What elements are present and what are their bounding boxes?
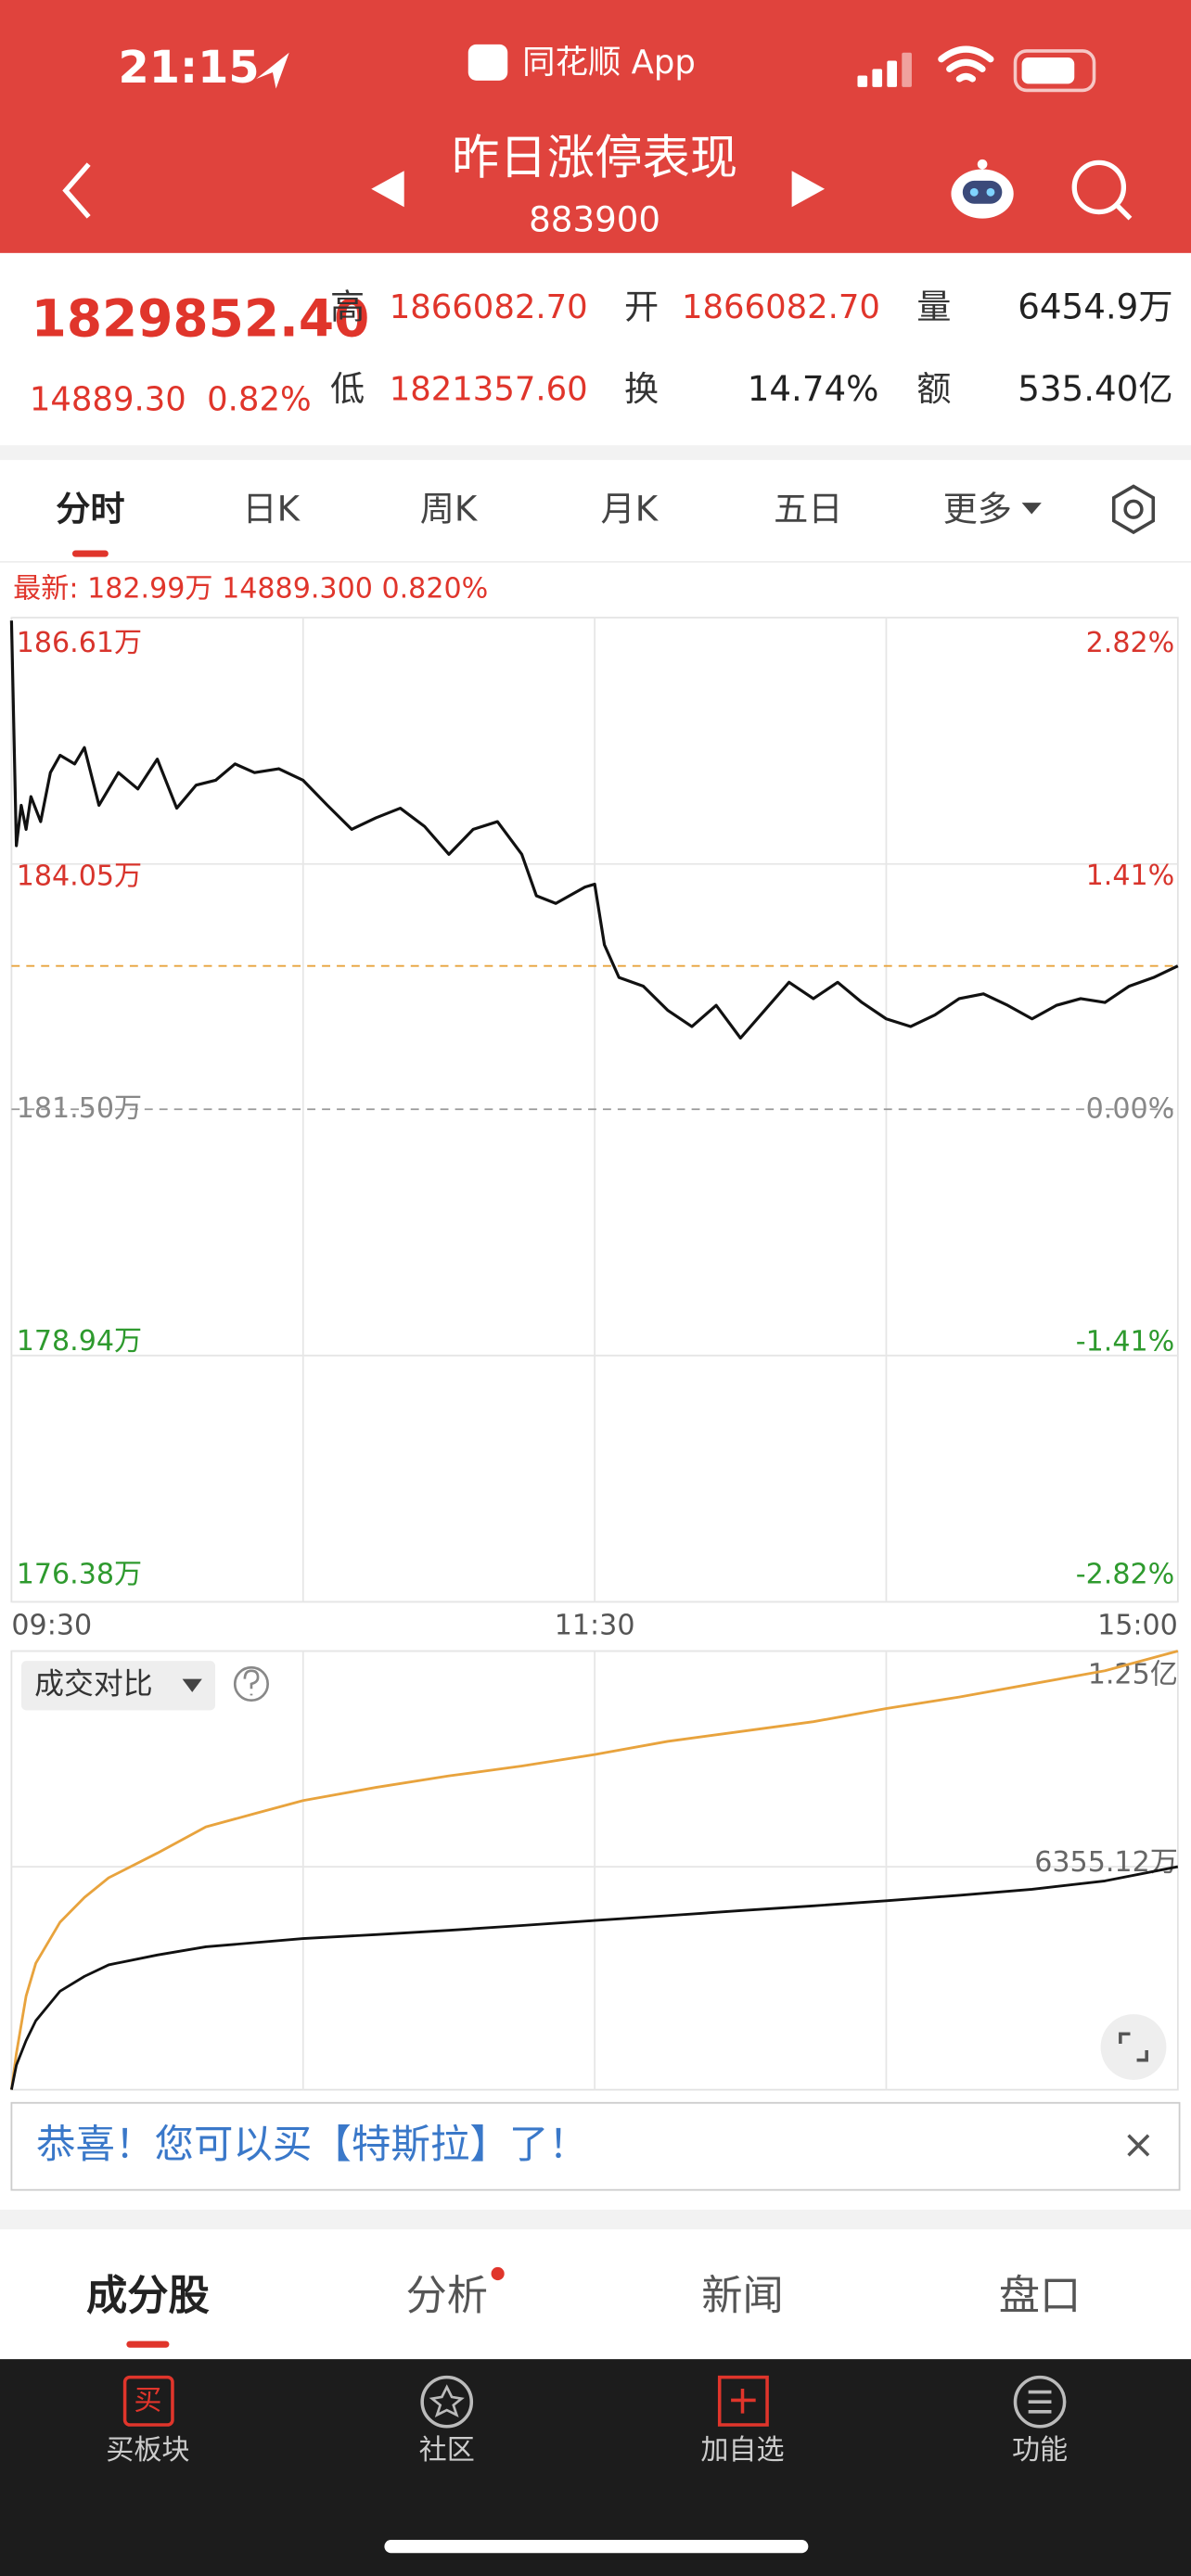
y-tick-label: 186.61万: [17, 627, 142, 659]
y-tick-label: 178.94万: [17, 1325, 142, 1358]
nav-icon-star: [429, 2384, 465, 2417]
tab[interactable]: 日K: [242, 488, 301, 529]
divider: [0, 2209, 1191, 2230]
y2-tick-label: -2.82%: [1076, 1559, 1174, 1591]
divider: [0, 445, 1191, 461]
nav-item[interactable]: 功能: [1012, 2434, 1068, 2467]
nav-icon: [122, 2375, 174, 2427]
nav-icon: [717, 2375, 769, 2427]
charts: 186.61万 184.05万 181.50万 178.94万 176.38万 2.82%…: [9, 617, 1179, 2090]
high-label: 高: [330, 287, 365, 327]
back-button[interactable]: [62, 162, 91, 219]
high-value: 1866082.70: [390, 288, 588, 326]
latest-info: 最新: 182.99万 14889.300 0.820%: [13, 573, 488, 606]
tab[interactable]: 五日: [774, 488, 842, 529]
bottom-tab[interactable]: 成分股: [86, 2273, 210, 2320]
wifi-icon: [938, 45, 994, 83]
nav-item[interactable]: 买板块: [106, 2434, 189, 2467]
expand-icon: [1119, 2032, 1148, 2062]
y2-tick-label: 2.82%: [1086, 627, 1175, 659]
home-indicator: [384, 2540, 809, 2554]
tab[interactable]: 周K: [420, 488, 479, 529]
tab[interactable]: 更多: [943, 488, 1012, 529]
banner[interactable]: [10, 2101, 1181, 2191]
volume-chart-title: 成交对比: [34, 1666, 152, 1702]
quote-change-pct: 0.82%: [207, 380, 311, 418]
banner-text: 恭喜！您可以买【特斯拉】了！: [36, 2123, 588, 2168]
y2-tick-label: 1.41%: [1086, 860, 1175, 892]
bottom-tab-indicator: [126, 2340, 170, 2348]
more-arrow: [1021, 503, 1042, 515]
expand-button[interactable]: [1100, 2014, 1167, 2080]
x-tick-label: 11:30: [555, 1609, 635, 1641]
next-button[interactable]: [791, 171, 826, 208]
bottom-tab[interactable]: 新闻: [701, 2273, 784, 2320]
tab-indicator: [71, 550, 109, 557]
compare-selector[interactable]: [21, 1661, 216, 1711]
nav-item[interactable]: 加自选: [700, 2434, 784, 2467]
nav-icon-lines: [1028, 2390, 1052, 2414]
volume-value: 6454.9万: [1018, 287, 1172, 327]
nav-icon: [420, 2375, 474, 2429]
notice-dot: [491, 2266, 505, 2281]
volume-label: 量: [916, 287, 951, 327]
nav-icon: [1013, 2375, 1067, 2429]
series-line: [9, 620, 1179, 1040]
turnover-label: 换: [624, 368, 659, 409]
help-button[interactable]: [233, 1665, 270, 1702]
nav-icon-text: 买: [134, 2385, 161, 2417]
settings-button[interactable]: [1111, 484, 1156, 535]
app-badge-icon: [467, 44, 508, 81]
page-title: 昨日涨停表现: [452, 131, 737, 186]
series-line: [9, 1650, 1179, 2090]
battery-icon: [1013, 49, 1096, 93]
tab[interactable]: 分时: [56, 488, 124, 529]
search-button[interactable]: [1071, 159, 1133, 221]
battery-level: [1021, 57, 1075, 84]
quote-price: 1829852.40: [32, 288, 370, 348]
status-app: 同花顺 App: [522, 44, 696, 82]
robot-button[interactable]: [951, 159, 1014, 219]
nav-icon-plus: [731, 2389, 756, 2414]
settings-icon-core: [1123, 499, 1144, 519]
y2-tick-label: 0.00%: [1086, 1092, 1175, 1125]
signal-icon: [857, 52, 912, 87]
low-value: 1821357.60: [390, 371, 588, 409]
amount-label: 额: [916, 368, 951, 409]
turnover-value: 14.74%: [748, 368, 879, 409]
y-tick-label: 176.38万: [17, 1559, 142, 1591]
location-icon: [256, 52, 289, 89]
y2-tick-label: -1.41%: [1076, 1325, 1174, 1358]
amount-value: 535.40亿: [1018, 368, 1172, 409]
help-icon: [243, 1669, 260, 1696]
y-tick-label: 6355.12万: [1034, 1846, 1178, 1879]
y-tick-label: 184.05万: [17, 860, 142, 892]
bottom-tab[interactable]: 分析: [405, 2273, 488, 2320]
tab[interactable]: 月K: [601, 488, 660, 529]
status-time: 21:15: [119, 43, 260, 94]
open-label: 开: [624, 287, 659, 327]
page-code: 883900: [529, 199, 660, 240]
bottom-tab[interactable]: 盘口: [999, 2273, 1082, 2320]
series-line: [10, 1865, 1179, 2090]
low-label: 低: [330, 368, 365, 409]
selector-arrow: [182, 1678, 202, 1692]
x-tick-label: 09:30: [11, 1609, 92, 1641]
nav-item[interactable]: 社区: [419, 2434, 475, 2467]
open-value: 1866082.70: [682, 288, 880, 326]
banner-close[interactable]: ×: [1122, 2123, 1156, 2168]
quote-change: 14889.30: [30, 380, 186, 418]
x-tick-label: 15:00: [1097, 1609, 1178, 1641]
prev-button[interactable]: [371, 171, 404, 208]
y-tick-label: 181.50万: [17, 1092, 142, 1125]
